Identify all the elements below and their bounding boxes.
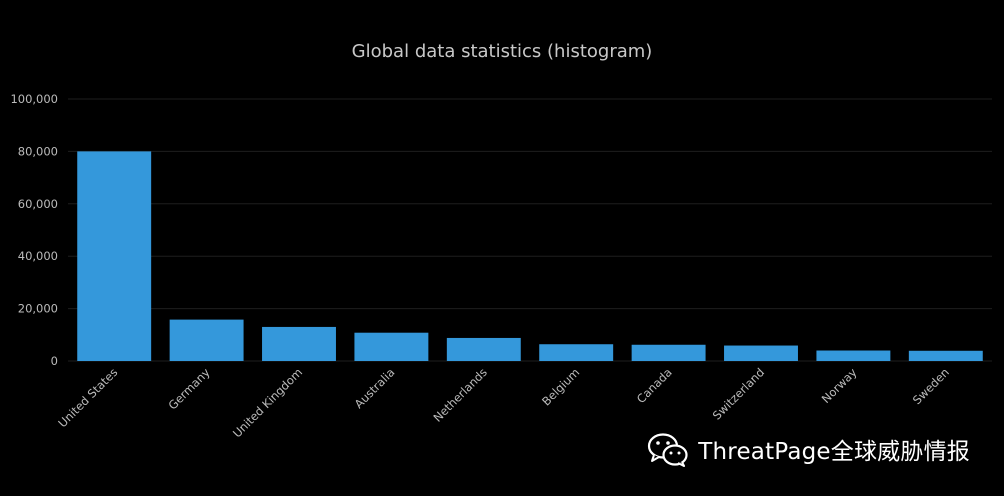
y-tick-label: 80,000 xyxy=(18,144,58,158)
x-tick-label: Norway xyxy=(819,365,860,406)
x-tick-label: Belgium xyxy=(539,365,582,408)
x-tick-label: Germany xyxy=(165,365,212,412)
chart-title: Global data statistics (histogram) xyxy=(352,41,653,62)
bar xyxy=(539,344,614,361)
bar xyxy=(631,344,706,361)
y-tick-label: 20,000 xyxy=(18,302,58,316)
x-tick-label: Sweden xyxy=(910,365,952,407)
y-tick-label: 100,000 xyxy=(10,92,58,106)
bar xyxy=(816,350,891,361)
x-tick-label: Netherlands xyxy=(430,365,489,424)
bar xyxy=(169,319,244,361)
x-tick-label: United States xyxy=(55,365,120,430)
y-tick-label: 40,000 xyxy=(18,249,58,263)
bar xyxy=(354,332,429,361)
x-tick-label: United Kingdom xyxy=(230,365,305,440)
x-tick-label: Canada xyxy=(634,365,675,406)
y-tick-label: 60,000 xyxy=(18,197,58,211)
x-tick-label: Switzerland xyxy=(710,365,767,422)
watermark-text: ThreatPage全球威胁情报 xyxy=(698,439,970,465)
x-axis: United States Germany United Kingdom Austra… xyxy=(55,365,952,440)
wechat-icon xyxy=(648,433,688,467)
bars xyxy=(77,151,983,361)
y-axis: 0 20,000 40,000 60,000 80,000 100,000 xyxy=(10,92,58,368)
x-tick-label: Australia xyxy=(352,365,398,411)
bar xyxy=(262,326,336,361)
bar xyxy=(908,350,983,361)
bar xyxy=(446,337,521,361)
bar xyxy=(77,151,152,361)
y-tick-label: 0 xyxy=(51,354,58,368)
watermark: ThreatPage全球威胁情报 xyxy=(646,431,970,467)
bar xyxy=(724,345,798,361)
